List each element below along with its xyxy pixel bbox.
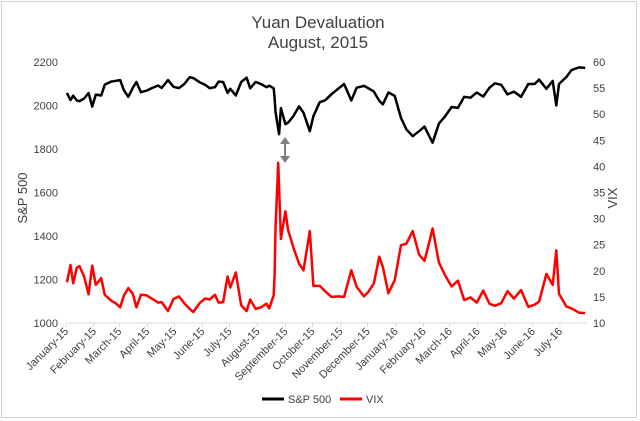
right-tick-label: 40 — [593, 161, 605, 173]
legend-label: VIX — [366, 394, 384, 406]
x-tick-label: April-16 — [448, 326, 483, 361]
right-tick-label: 15 — [593, 292, 605, 304]
left-axis-ticks: 1000 1200 1400 1600 1800 2000 2200 — [34, 57, 58, 330]
legend: S&P 500 VIX — [262, 394, 384, 406]
left-tick-label: 2200 — [34, 57, 58, 69]
right-tick-label: 60 — [593, 57, 605, 69]
left-tick-label: 1200 — [34, 275, 58, 287]
right-tick-label: 30 — [593, 214, 605, 226]
series-layer — [65, 66, 586, 315]
chart-title: Yuan Devaluation — [251, 13, 384, 32]
left-tick-label: 2000 — [34, 101, 58, 113]
x-tick-label: July-16 — [531, 326, 565, 360]
left-axis-label: S&P 500 — [15, 172, 30, 223]
x-axis-ticks: January-15February-15March-15April-15May… — [24, 323, 565, 383]
legend-label: S&P 500 — [288, 394, 331, 406]
series-line-vix — [65, 161, 586, 315]
right-axis-ticks: 10 15 20 25 30 35 40 45 50 55 60 — [593, 57, 605, 330]
left-tick-label: 1600 — [34, 188, 58, 200]
chart-subtitle: August, 2015 — [268, 33, 368, 52]
right-tick-label: 50 — [593, 109, 605, 121]
right-tick-label: 20 — [593, 266, 605, 278]
left-tick-label: 1800 — [34, 144, 58, 156]
left-tick-label: 1400 — [34, 231, 58, 243]
right-tick-label: 25 — [593, 240, 605, 252]
series-line-s-p-500 — [65, 66, 586, 144]
x-tick-label: April-15 — [117, 326, 152, 361]
right-tick-label: 45 — [593, 135, 605, 147]
right-tick-label: 55 — [593, 83, 605, 95]
gap-marker-arrow — [280, 137, 290, 163]
right-tick-label: 10 — [593, 318, 605, 330]
left-tick-label: 1000 — [34, 318, 58, 330]
right-axis-label: VIX — [605, 187, 620, 208]
right-tick-label: 35 — [593, 188, 605, 200]
